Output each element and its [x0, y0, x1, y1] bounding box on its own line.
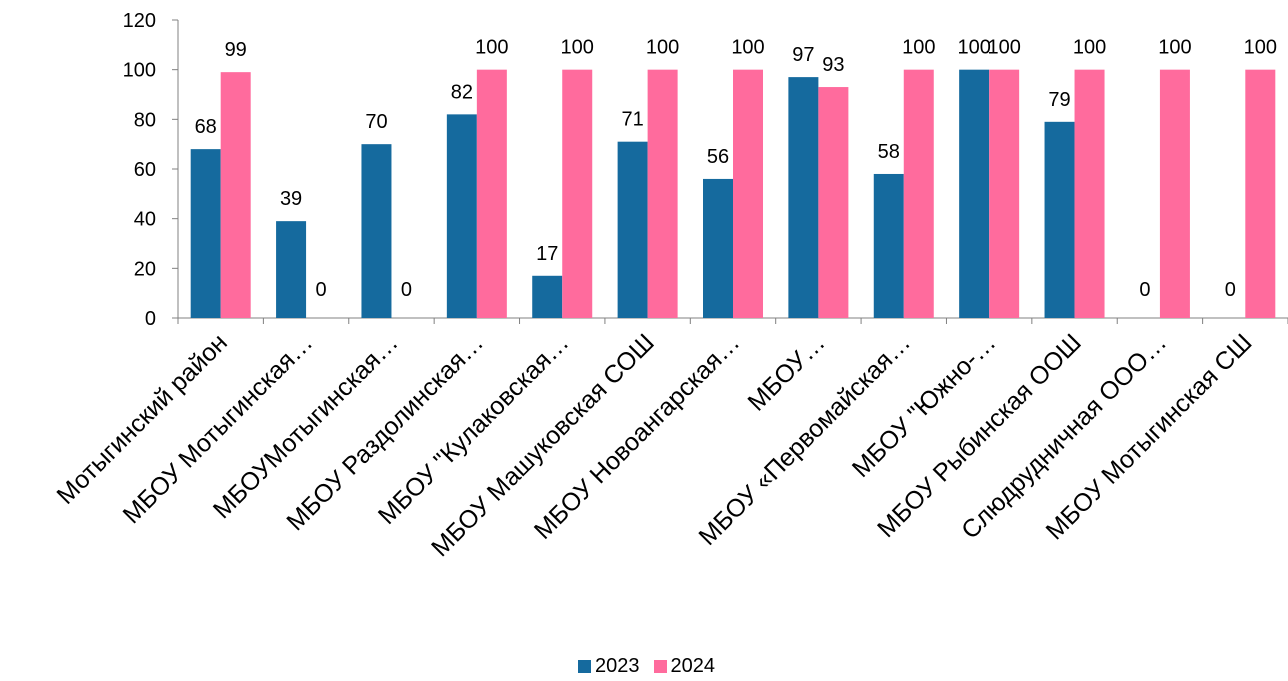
- data-label-2024-12: 100: [1244, 37, 1277, 59]
- data-label-2023-6: 56: [707, 146, 729, 168]
- data-label-2024-1: 0: [316, 279, 327, 301]
- data-label-2024-11: 100: [1158, 37, 1191, 59]
- data-label-2024-0: 99: [225, 39, 247, 61]
- bar-chart: 0 20 40 60 80 100 120 68 39 70 82 17 71 56 97 58 100 79 0 0…: [52, 10, 1288, 562]
- data-label-2024-3: 100: [475, 37, 508, 59]
- data-label-2023-3: 82: [451, 81, 473, 103]
- legend-label-2024: 2024: [670, 655, 716, 677]
- data-label-2023-7: 97: [792, 44, 814, 66]
- data-label-2024-9: 100: [987, 37, 1020, 59]
- y-tick-label: 40: [134, 209, 156, 231]
- bar-2024-3: [476, 69, 507, 319]
- legend-swatch-2023: [578, 660, 591, 673]
- bar-2024-5: [647, 69, 678, 319]
- data-label-2024-5: 100: [646, 37, 679, 59]
- data-label-2024-10: 100: [1073, 37, 1106, 59]
- bar-2023-6: [703, 178, 733, 318]
- y-tick-label: 100: [123, 60, 156, 82]
- y-tick-label: 20: [134, 258, 156, 280]
- bar-2023-9: [959, 69, 990, 319]
- data-label-2024-4: 100: [561, 37, 594, 59]
- legend-item-2023: 2023: [578, 655, 640, 678]
- bar-2023-3: [446, 114, 477, 318]
- data-label-2023-1: 39: [280, 188, 302, 210]
- y-tick-label: 60: [134, 159, 156, 181]
- data-label-2024-6: 100: [731, 37, 764, 59]
- bar-2023-10: [1044, 121, 1075, 318]
- bar-2024-6: [733, 69, 763, 319]
- data-label-2023-10: 79: [1048, 89, 1070, 111]
- bar-2023-1: [276, 221, 307, 318]
- bar-2023-5: [617, 141, 648, 318]
- bar-2024-4: [562, 69, 593, 319]
- data-label-2023-5: 71: [621, 109, 643, 131]
- y-tick-label: 80: [134, 109, 156, 131]
- bar-2023-2: [361, 144, 392, 318]
- bar-2023-0: [190, 149, 221, 318]
- bar-2023-7: [788, 77, 819, 318]
- bar-2023-8: [873, 173, 904, 318]
- y-tick-label: 0: [145, 308, 156, 330]
- data-label-2023-4: 17: [536, 243, 558, 265]
- data-label-2024-2: 0: [401, 279, 412, 301]
- legend-label-2023: 2023: [595, 655, 640, 677]
- bar-2024-7: [818, 87, 849, 318]
- data-label-2023-11: 0: [1139, 279, 1150, 301]
- bar-2023-4: [532, 275, 563, 318]
- data-label-2023-9: 100: [957, 37, 990, 59]
- data-label-2023-0: 68: [195, 116, 217, 138]
- bar-2024-10: [1074, 69, 1105, 319]
- bar-2024-0: [220, 72, 251, 319]
- y-tick-label: 120: [123, 10, 156, 32]
- bar-2024-12: [1245, 69, 1276, 319]
- category-label: Мотыгинский район: [52, 328, 233, 509]
- data-label-2023-8: 58: [878, 141, 900, 163]
- category-label: МБОУ…: [742, 328, 830, 416]
- legend-swatch-2024: [653, 660, 667, 673]
- bar-2024-9: [989, 69, 1020, 319]
- legend: 2023 2024: [578, 655, 715, 678]
- data-label-2024-7: 93: [822, 54, 844, 76]
- bar-2024-11: [1159, 69, 1190, 319]
- data-label-2024-8: 100: [902, 37, 935, 59]
- bar-2024-8: [903, 69, 934, 319]
- legend-item-2024: 2024: [653, 655, 716, 678]
- data-label-2023-2: 70: [365, 111, 387, 133]
- data-label-2023-12: 0: [1225, 279, 1236, 301]
- category-label: МБОУ "Южно-…: [847, 328, 1002, 483]
